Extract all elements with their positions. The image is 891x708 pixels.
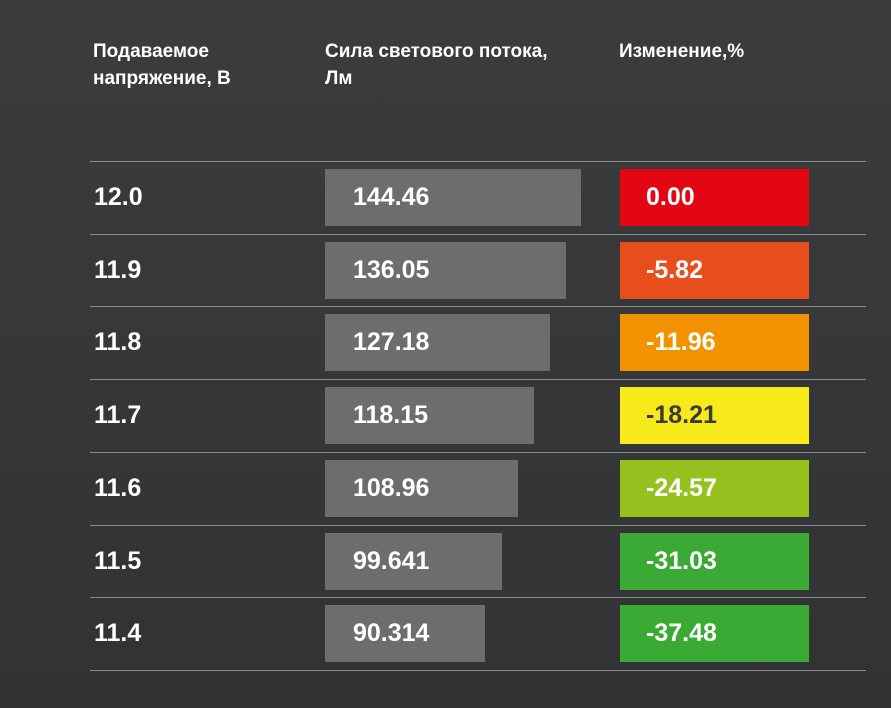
change-cell: -11.96 [620, 314, 809, 372]
row-divider [90, 161, 866, 162]
column-header-change: Изменение,% [619, 41, 745, 62]
table-row: 11.5 99.641 -31.03 [90, 525, 866, 597]
voltage-cell: 11.7 [94, 401, 142, 430]
column-header-flux: Сила светового потока, Лм [325, 41, 548, 89]
change-cell: -18.21 [620, 387, 809, 445]
voltage-cell: 11.4 [94, 619, 142, 648]
row-divider [90, 233, 866, 235]
row-divider [90, 379, 866, 381]
change-cell: -31.03 [620, 532, 809, 590]
table-row: 11.9 136.05 -5.82 [90, 234, 866, 306]
table-row: 11.4 90.314 -37.48 [90, 597, 866, 669]
change-cell: -37.48 [620, 605, 809, 663]
flux-bar [325, 532, 502, 590]
flux-value-label: 127.18 [353, 328, 430, 357]
voltage-cell: 12.0 [94, 183, 143, 211]
flux-value-label: 90.314 [353, 619, 430, 648]
row-divider [90, 524, 866, 526]
table-row: 11.7 118.15 -18.21 [90, 379, 866, 451]
change-cell: -5.82 [620, 241, 809, 299]
flux-bar [325, 459, 518, 517]
change-cell: 0.00 [620, 169, 809, 226]
voltage-cell: 11.8 [94, 328, 142, 357]
row-divider [90, 451, 866, 453]
table-row: 11.6 108.96 -24.57 [90, 452, 866, 524]
flux-value-label: 118.15 [353, 401, 429, 430]
voltage-cell: 11.6 [94, 473, 142, 502]
voltage-cell: 11.5 [94, 546, 142, 575]
flux-bar [325, 314, 550, 372]
column-header-voltage: Подаваемое напряжение, В [93, 41, 231, 89]
flux-value-label: 136.05 [353, 255, 430, 284]
flux-bar [325, 387, 534, 445]
voltage-cell: 11.9 [94, 255, 142, 284]
row-divider [90, 669, 866, 671]
row-divider [90, 597, 866, 599]
flux-bar [325, 169, 581, 226]
flux-bar [325, 605, 485, 663]
change-cell: -24.57 [620, 459, 809, 517]
flux-bar [325, 241, 566, 299]
flux-value-label: 144.46 [353, 183, 430, 211]
flux-value-label: 108.96 [353, 473, 430, 502]
row-divider [90, 306, 866, 308]
table-row: 11.8 127.18 -11.96 [90, 306, 866, 378]
table-row: 12.0 144.46 0.00 [90, 161, 866, 233]
flux-value-label: 99.641 [353, 546, 430, 575]
